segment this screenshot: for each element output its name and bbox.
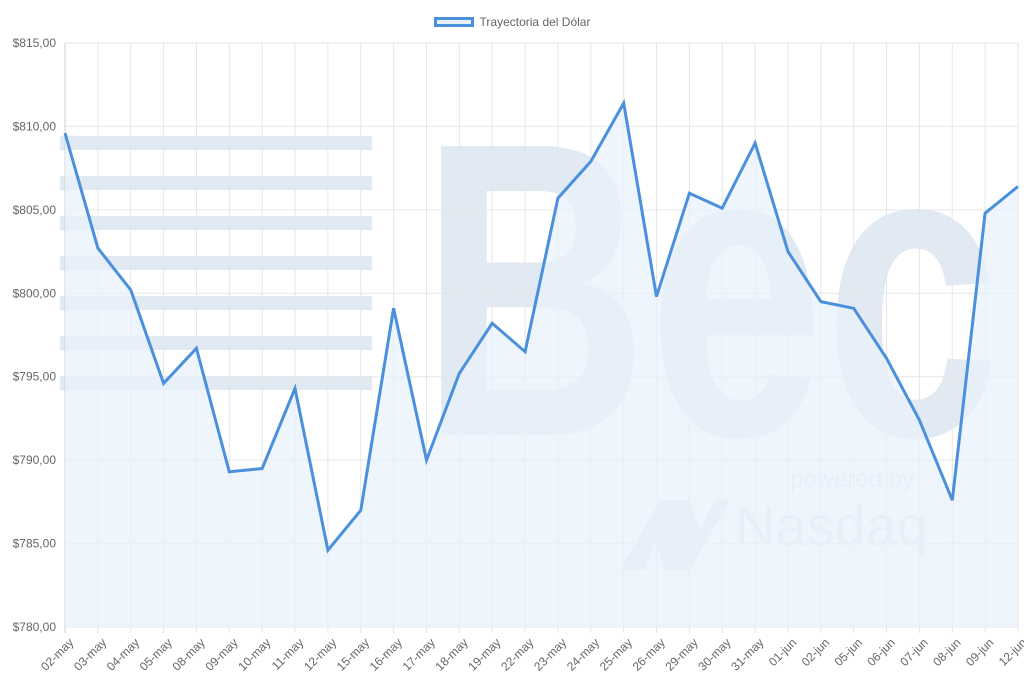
watermark-stripe — [60, 136, 372, 150]
data-point[interactable] — [422, 456, 430, 464]
legend-item[interactable]: Trayectoria del Dólar — [433, 15, 591, 29]
data-point[interactable] — [948, 496, 956, 504]
watermark-stripe — [60, 176, 372, 190]
data-point[interactable] — [160, 379, 168, 387]
y-tick-label: $780,00 — [13, 620, 57, 634]
data-point[interactable] — [653, 293, 661, 301]
legend-label: Trayectoria del Dólar — [479, 15, 591, 29]
x-tick-label: 23-may — [531, 635, 569, 673]
data-point[interactable] — [357, 506, 365, 514]
data-point[interactable] — [390, 304, 398, 312]
x-tick-label: 02-may — [38, 635, 76, 673]
x-tick-label: 19-may — [465, 635, 503, 673]
area-fill — [65, 103, 1018, 628]
x-tick-label: 01-jun — [766, 635, 799, 668]
series-area — [65, 103, 1018, 628]
x-tick-label: 08-may — [170, 635, 208, 673]
data-point[interactable] — [225, 468, 233, 476]
data-point[interactable] — [718, 204, 726, 212]
data-point[interactable] — [981, 209, 989, 217]
x-tick-label: 04-may — [104, 635, 142, 673]
x-tick-label: 25-may — [597, 635, 635, 673]
data-point[interactable] — [291, 384, 299, 392]
data-point[interactable] — [488, 319, 496, 327]
data-point[interactable] — [850, 304, 858, 312]
x-tick-label: 16-may — [367, 635, 405, 673]
x-tick-label: 03-may — [71, 635, 109, 673]
y-tick-label: $800,00 — [13, 286, 57, 300]
x-tick-label: 02-jun — [799, 635, 832, 668]
y-tick-label: $785,00 — [13, 537, 57, 551]
data-point[interactable] — [817, 298, 825, 306]
watermark-stripe — [60, 256, 372, 270]
data-point[interactable] — [554, 194, 562, 202]
data-point[interactable] — [192, 344, 200, 352]
data-point[interactable] — [1014, 182, 1022, 190]
x-tick-label: 08-jun — [930, 635, 963, 668]
data-point[interactable] — [587, 157, 595, 165]
x-tick-label: 12-jun — [996, 635, 1024, 668]
data-point[interactable] — [455, 369, 463, 377]
x-tick-label: 11-may — [269, 635, 307, 673]
x-tick-label: 05-may — [137, 635, 175, 673]
data-point[interactable] — [685, 189, 693, 197]
y-tick-label: $795,00 — [13, 370, 57, 384]
x-tick-label: 26-may — [630, 635, 668, 673]
series-line — [63, 98, 1019, 554]
x-tick-label: 05-jun — [832, 635, 865, 668]
legend-swatch-icon — [433, 17, 474, 27]
data-point[interactable] — [324, 546, 332, 554]
x-tick-label: 24-may — [564, 635, 602, 673]
y-axis: $780,00 $785,00 $790,00 $795,00 $800,00 $805,… — [13, 36, 57, 634]
data-point[interactable] — [883, 354, 891, 362]
x-tick-label: 10-may — [235, 635, 273, 673]
x-tick-label: 09-may — [202, 635, 240, 673]
x-tick-label: 30-may — [695, 635, 733, 673]
data-point[interactable] — [94, 244, 102, 252]
data-point[interactable] — [127, 286, 135, 294]
data-line — [61, 98, 1022, 554]
y-tick-label: $810,00 — [13, 119, 57, 133]
data-point[interactable] — [784, 248, 792, 256]
data-point[interactable] — [61, 129, 69, 137]
data-point[interactable] — [620, 99, 628, 107]
y-tick-label: $790,00 — [13, 453, 57, 467]
y-tick-label: $805,00 — [13, 203, 57, 217]
x-tick-label: 15-may — [334, 635, 372, 673]
x-tick-label: 07-jun — [897, 635, 930, 668]
x-tick-label: 31-may — [728, 635, 766, 673]
x-tick-label: 06-jun — [864, 635, 897, 668]
x-tick-label: 22-may — [498, 635, 536, 673]
x-tick-label: 29-may — [663, 635, 701, 673]
data-point[interactable] — [521, 348, 529, 356]
x-tick-label: 12-may — [301, 635, 339, 673]
watermark-stripe — [60, 216, 372, 230]
x-tick-label: 18-may — [432, 635, 470, 673]
y-tick-label: $815,00 — [13, 36, 57, 50]
data-point[interactable] — [258, 464, 266, 472]
data-point[interactable] — [915, 416, 923, 424]
data-point[interactable] — [751, 139, 759, 147]
x-axis: 02-may03-may04-may05-may08-may09-may10-m… — [38, 635, 1024, 673]
x-tick-label: 09-jun — [963, 635, 996, 668]
legend: Trayectoria del Dólar — [0, 15, 1024, 30]
x-tick-label: 17-may — [400, 635, 438, 673]
